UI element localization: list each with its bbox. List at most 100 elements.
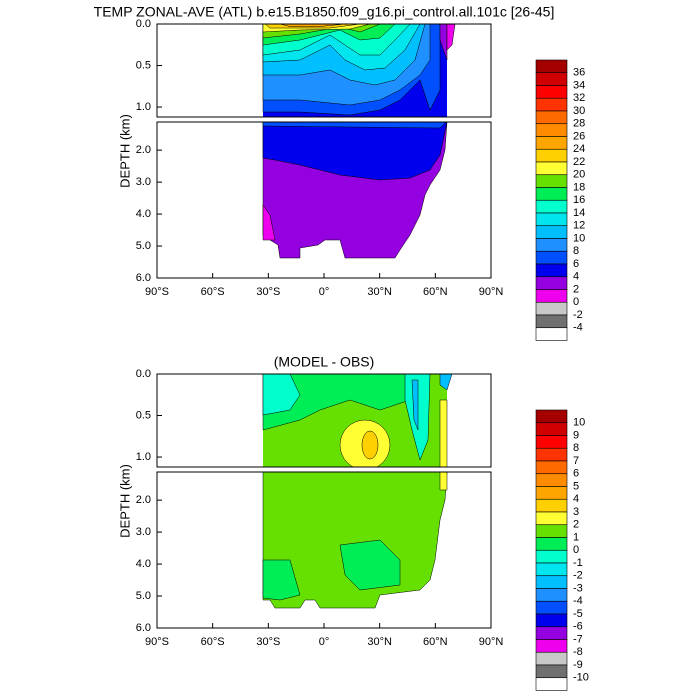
colorbar-box bbox=[535, 327, 568, 341]
colorbar-box bbox=[535, 473, 568, 487]
colorbar-box bbox=[535, 613, 568, 628]
colorbar-box bbox=[535, 588, 568, 602]
colorbar-label: 14 bbox=[573, 207, 585, 219]
colorbar-label: -2 bbox=[573, 570, 583, 582]
colorbar-box bbox=[535, 511, 568, 526]
contour-region bbox=[262, 121, 448, 181]
colorbar-box bbox=[535, 575, 568, 589]
colorbar-label: 20 bbox=[573, 169, 585, 181]
colorbar-label: -4 bbox=[573, 595, 583, 607]
colorbar-label: 3 bbox=[573, 506, 579, 518]
colorbar-label: 2 bbox=[573, 283, 579, 295]
y-tick-label: 1.0 bbox=[136, 451, 151, 463]
colorbar-box bbox=[535, 161, 568, 176]
colorbar-box bbox=[535, 174, 568, 188]
colorbar-label: 32 bbox=[573, 92, 585, 104]
y-tick-label: 0.0 bbox=[136, 368, 151, 380]
colorbar-box bbox=[535, 537, 568, 551]
x-tick-label: 60°S bbox=[201, 286, 225, 298]
x-tick-label: 30°N bbox=[367, 636, 392, 648]
contour-region bbox=[446, 24, 456, 51]
x-tick-label: 60°N bbox=[423, 286, 448, 298]
contour-region bbox=[439, 374, 453, 391]
contour-region bbox=[279, 24, 346, 27]
colorbar-label: -3 bbox=[573, 582, 583, 594]
contour-region bbox=[411, 379, 419, 431]
contour-region bbox=[262, 471, 448, 609]
x-tick-label: 60°N bbox=[423, 636, 448, 648]
colorbar-label: 6 bbox=[573, 258, 579, 270]
y-tick-label: 1.0 bbox=[136, 101, 151, 113]
contour-region bbox=[262, 559, 301, 601]
y-axis-label: DEPTH (km) bbox=[117, 114, 132, 188]
colorbar-label: 24 bbox=[573, 143, 585, 155]
colorbar-box bbox=[535, 199, 568, 214]
colorbar-label: 1 bbox=[573, 531, 579, 543]
chart-title: TEMP ZONAL-AVE (ATL) b.e15.B1850.f09_g16… bbox=[94, 4, 555, 20]
contour-region bbox=[262, 204, 276, 241]
x-tick-label: 90°N bbox=[479, 636, 504, 648]
colorbar-box bbox=[535, 148, 568, 163]
colorbar-label: 4 bbox=[573, 493, 579, 505]
colorbar-label: 7 bbox=[573, 455, 579, 467]
colorbar-box bbox=[535, 314, 568, 329]
colorbar-label: 0 bbox=[573, 544, 579, 556]
x-tick-label: 0° bbox=[319, 636, 330, 648]
y-tick-label: 5.0 bbox=[136, 590, 151, 602]
y-tick-label: 3.0 bbox=[136, 526, 151, 538]
colorbar-label: -2 bbox=[573, 309, 583, 321]
colorbar-box bbox=[535, 276, 568, 290]
colorbar-box bbox=[535, 498, 568, 513]
colorbar-box bbox=[535, 677, 568, 691]
colorbar-box bbox=[535, 460, 568, 475]
x-tick-label: 30°S bbox=[256, 636, 280, 648]
colorbar-label: 18 bbox=[573, 181, 585, 193]
colorbar-label: 26 bbox=[573, 130, 585, 142]
y-tick-label: 0.5 bbox=[136, 409, 151, 421]
colorbar-box bbox=[535, 447, 568, 462]
contour-region bbox=[262, 374, 301, 416]
colorbar-label: 10 bbox=[573, 417, 585, 429]
y-tick-label: 3.0 bbox=[136, 176, 151, 188]
colorbar-label: 2 bbox=[573, 519, 579, 531]
y-tick-label: 0.0 bbox=[136, 18, 151, 30]
colorbar-label: 16 bbox=[573, 194, 585, 206]
colorbar-box bbox=[535, 562, 568, 577]
colorbar-label: -4 bbox=[573, 322, 583, 334]
colorbar-box bbox=[535, 250, 568, 265]
contour-fill bbox=[262, 374, 453, 609]
colorbar-label: 28 bbox=[573, 118, 585, 130]
colorbar-box bbox=[535, 263, 568, 278]
colorbar-label: 22 bbox=[573, 156, 585, 168]
colorbar-label: 30 bbox=[573, 105, 585, 117]
contour-region bbox=[439, 24, 448, 61]
colorbar-box bbox=[535, 549, 568, 564]
colorbar-label: -8 bbox=[573, 646, 583, 658]
colorbar-box bbox=[535, 486, 568, 500]
colorbar-label: 5 bbox=[573, 480, 579, 492]
x-tick-label: 90°N bbox=[479, 286, 504, 298]
colorbar-label: 6 bbox=[573, 468, 579, 480]
colorbar-box bbox=[535, 72, 568, 86]
colorbar-label: -1 bbox=[573, 557, 583, 569]
y-tick-label: 2.0 bbox=[136, 144, 151, 156]
colorbar-box bbox=[535, 110, 568, 125]
colorbar-label: 9 bbox=[573, 429, 579, 441]
x-tick-label: 90°S bbox=[145, 636, 169, 648]
colorbar-label: -7 bbox=[573, 633, 583, 645]
colorbar-box bbox=[535, 289, 568, 303]
y-tick-label: 6.0 bbox=[136, 622, 151, 634]
colorbar-label: -5 bbox=[573, 608, 583, 620]
colorbar-label: 10 bbox=[573, 232, 585, 244]
y-tick-label: 5.0 bbox=[136, 240, 151, 252]
colorbar-label: 8 bbox=[573, 245, 579, 257]
colorbar-box bbox=[535, 59, 568, 74]
colorbar-label: 34 bbox=[573, 79, 585, 91]
x-tick-label: 30°S bbox=[256, 286, 280, 298]
colorbar-box bbox=[535, 600, 568, 615]
x-tick-label: 30°N bbox=[367, 286, 392, 298]
colorbar-box bbox=[535, 626, 568, 640]
colorbar-box bbox=[535, 238, 568, 252]
plot-frame bbox=[156, 373, 492, 468]
